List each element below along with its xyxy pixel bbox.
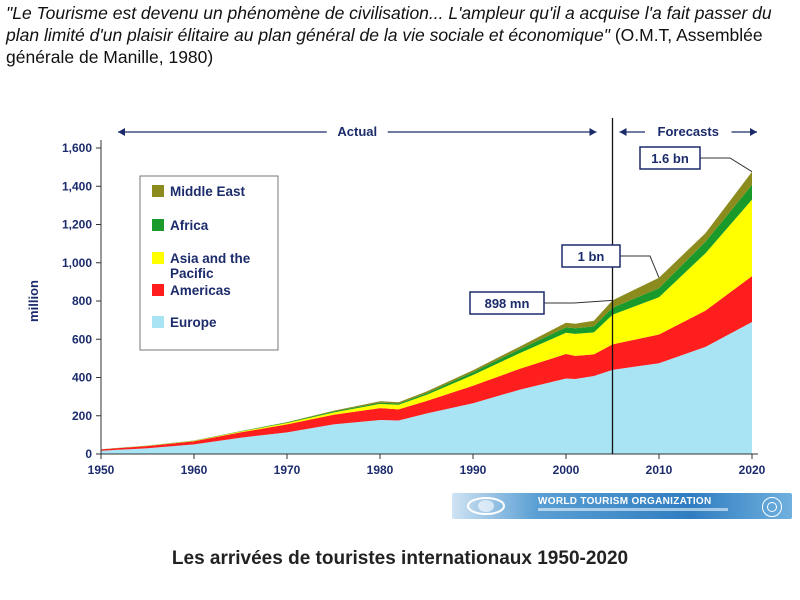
x-tick-label: 1990 xyxy=(460,463,487,477)
legend-swatch xyxy=(152,185,164,197)
y-tick-label: 1,400 xyxy=(62,179,92,193)
legend-label: Africa xyxy=(170,218,209,233)
quote-text: "Le Tourisme est devenu un phénomène de … xyxy=(6,3,772,45)
wto-logo-icon xyxy=(467,497,505,515)
x-tick-label: 1950 xyxy=(88,463,115,477)
y-tick-label: 0 xyxy=(85,447,92,461)
y-tick-label: 1,200 xyxy=(62,218,92,232)
annotation-box xyxy=(561,244,621,268)
legend-label: Middle East xyxy=(170,184,246,199)
x-tick-label: 1970 xyxy=(274,463,301,477)
area-asia-and-the-pacific xyxy=(101,199,752,450)
y-tick-label: 200 xyxy=(72,409,92,423)
legend: Middle East Africa Asia and the Pacific Amer… xyxy=(139,175,279,351)
quote-paragraph: "Le Tourisme est devenu un phénomène de … xyxy=(6,2,796,68)
legend-swatch xyxy=(152,316,164,328)
banner-org-name: WORLD TOURISM ORGANIZATION xyxy=(538,496,712,507)
tourism-arrivals-chart: 0 200 400 600 800 1,000 1,200 1,400 1,600 1950 196… xyxy=(26,118,766,477)
area-americas xyxy=(101,276,752,451)
annotation-box xyxy=(639,146,701,170)
x-tick-label: 2000 xyxy=(553,463,580,477)
annotation-leader-line xyxy=(620,255,660,278)
y-tick-label: 800 xyxy=(72,294,92,308)
axes-group: 0 200 400 600 800 1,000 1,200 1,400 1,600 1950 196… xyxy=(26,140,766,477)
annotation-box xyxy=(469,291,545,315)
annotation-label: 898 mn xyxy=(485,296,530,311)
x-tick-label: 2010 xyxy=(646,463,673,477)
legend-label: Europe xyxy=(170,315,217,330)
area-europe xyxy=(101,322,752,454)
y-axis-label: million xyxy=(26,280,41,322)
x-tick-label: 1960 xyxy=(181,463,208,477)
period-arrow-head-left xyxy=(118,128,125,136)
annotation-label: 1.6 bn xyxy=(651,151,689,166)
overlay-group: Actual Forecasts 898 mn 1 bn 1.6 bn xyxy=(118,118,757,454)
y-tick-label: 400 xyxy=(72,371,92,385)
banner-subtitle-line xyxy=(538,508,728,511)
y-tick-label: 1,000 xyxy=(62,256,92,270)
legend-swatch xyxy=(152,284,164,296)
period-arrow-head-left xyxy=(619,128,627,136)
y-tick-label: 1,600 xyxy=(62,141,92,155)
period-label: Actual xyxy=(337,124,377,139)
annotation-leader-line xyxy=(700,157,753,173)
area-series-group xyxy=(101,171,752,454)
un-emblem-icon xyxy=(762,497,782,517)
legend-label: Asia and the Pacific xyxy=(170,251,251,281)
period-arrow-head-right xyxy=(589,128,597,136)
period-label: Forecasts xyxy=(658,124,719,139)
x-tick-label: 1980 xyxy=(367,463,394,477)
x-tick-label: 2020 xyxy=(739,463,766,477)
quote-source: (O.M.T, Assemblée générale de Manille, 1… xyxy=(6,25,763,67)
annotation-label: 1 bn xyxy=(578,249,605,264)
y-tick-label: 600 xyxy=(72,332,92,346)
chart-caption: Les arrivées de touristes internationaux… xyxy=(171,548,629,569)
wto-banner: WORLD TOURISM ORGANIZATION xyxy=(452,493,792,519)
legend-swatch xyxy=(152,219,164,231)
legend-swatch xyxy=(152,252,164,264)
legend-label: Americas xyxy=(170,283,231,298)
period-arrow-head-right xyxy=(750,128,757,136)
annotation-leader-line xyxy=(544,299,613,304)
